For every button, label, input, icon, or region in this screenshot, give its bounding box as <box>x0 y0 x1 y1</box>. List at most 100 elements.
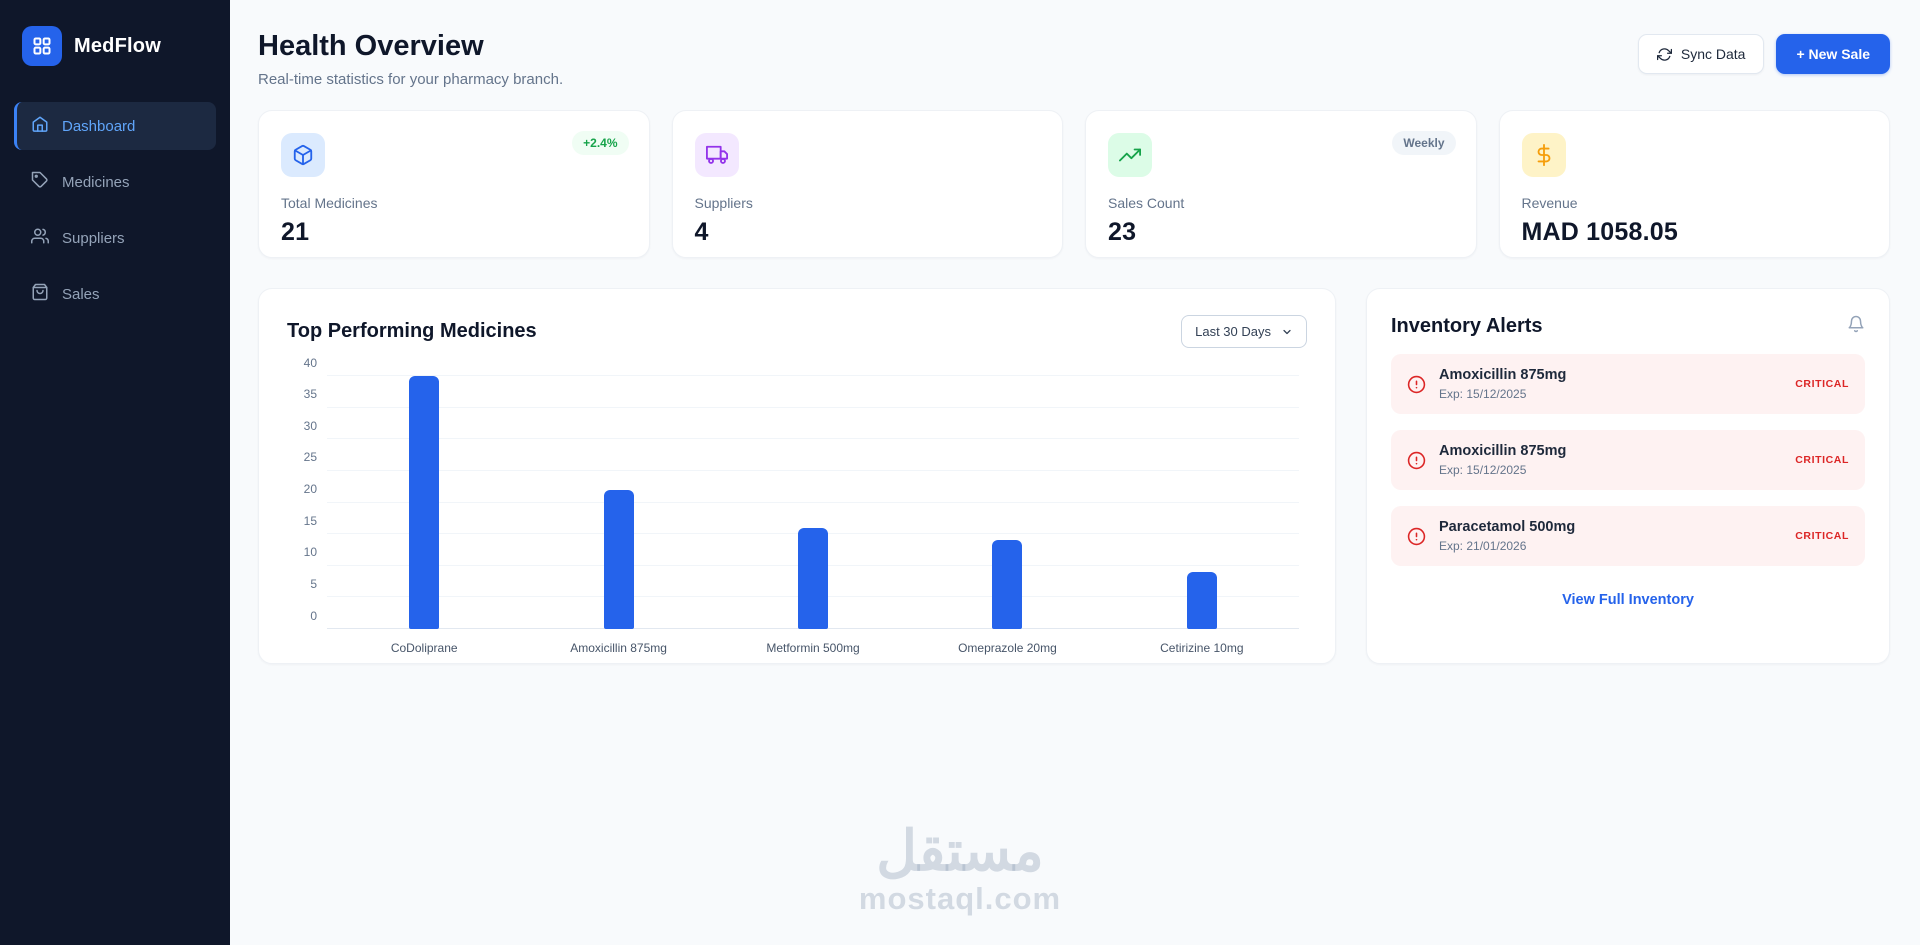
y-axis-tick: 5 <box>310 576 317 591</box>
gridline <box>327 501 1299 503</box>
stat-label: Total Medicines <box>281 195 378 211</box>
sidebar-item-label: Medicines <box>62 173 130 191</box>
stat-badge: Weekly <box>1392 131 1456 155</box>
chart-bar <box>798 527 829 629</box>
alert-circle-icon <box>1407 375 1426 394</box>
stat-label: Revenue <box>1521 195 1578 211</box>
chart-title: Top Performing Medicines <box>287 320 537 342</box>
top-medicines-chart-panel: Top Performing Medicines Last 30 Days 0 5… <box>258 288 1336 664</box>
alert-expiry: Exp: 15/12/2025 <box>1439 463 1527 477</box>
status-badge: CRITICAL <box>1795 378 1849 390</box>
alert-expiry: Exp: 15/12/2025 <box>1439 387 1527 401</box>
main-content: Health Overview Real-time statistics for… <box>230 0 1920 945</box>
gridline <box>327 469 1299 471</box>
alert-medicine-name: Amoxicillin 875mg <box>1439 443 1567 459</box>
sidebar-item-label: Dashboard <box>62 117 136 135</box>
x-axis-label: CoDoliprane <box>390 641 458 655</box>
alert-medicine-name: Amoxicillin 875mg <box>1439 367 1567 383</box>
chart-bar <box>1186 572 1217 629</box>
stat-label: Suppliers <box>694 195 753 211</box>
sidebar-item-sales[interactable]: Sales <box>14 270 216 318</box>
status-badge: CRITICAL <box>1795 454 1849 466</box>
y-axis-tick: 10 <box>303 545 317 560</box>
users-icon <box>31 227 49 249</box>
y-axis-tick: 15 <box>303 513 317 528</box>
chart-bar <box>992 540 1023 629</box>
stat-value: 21 <box>281 218 310 246</box>
chevron-down-icon <box>1281 326 1293 338</box>
refresh-icon <box>1656 47 1672 62</box>
sidebar-item-dashboard[interactable]: Dashboard <box>14 102 216 150</box>
stat-card-revenue: Revenue MAD 1058.05 <box>1498 110 1890 258</box>
stat-card-suppliers: Suppliers 4 <box>671 110 1063 258</box>
chart-x-labels: CoDoliprane Amoxicillin 875mg Metformin 50… <box>327 641 1299 655</box>
chart-bar <box>409 376 440 629</box>
header-actions: Sync Data + New Sale <box>1637 34 1890 74</box>
watermark-latin: mostaql.com <box>858 881 1062 916</box>
gridline <box>327 375 1299 376</box>
page-subtitle: Real-time statistics for your pharmacy b… <box>258 71 564 88</box>
gridline <box>327 438 1299 440</box>
alert-row[interactable]: Amoxicillin 875mg Exp: 15/12/2025 CRITIC… <box>1391 354 1865 414</box>
alert-circle-icon <box>1407 451 1426 470</box>
chart-plot-area: 0 5 10 15 20 25 30 35 40 <box>304 356 1299 629</box>
sidebar-nav: Dashboard Medicines Suppliers <box>0 88 230 332</box>
sync-data-label: Sync Data <box>1680 46 1746 62</box>
alert-row[interactable]: Amoxicillin 875mg Exp: 15/12/2025 CRITIC… <box>1391 430 1865 490</box>
page-title: Health Overview <box>258 30 484 62</box>
y-axis-tick: 35 <box>303 387 317 402</box>
stat-card-sales-count: Weekly Sales Count 23 <box>1085 110 1477 258</box>
view-full-inventory-link[interactable]: View Full Inventory <box>1562 592 1694 608</box>
stat-badge: +2.4% <box>572 131 629 155</box>
date-range-select[interactable]: Last 30 Days <box>1181 315 1307 348</box>
sidebar-item-suppliers[interactable]: Suppliers <box>14 214 216 262</box>
y-axis-tick: 25 <box>303 450 317 465</box>
stat-value: 23 <box>1108 218 1137 246</box>
sidebar: MedFlow Dashboard Medicines <box>0 0 230 945</box>
watermark-arabic: مستقل <box>876 819 1044 883</box>
stat-label: Sales Count <box>1108 195 1185 211</box>
brand: MedFlow <box>0 0 230 88</box>
chart-bar <box>603 489 634 629</box>
y-axis-tick: 0 <box>310 608 317 623</box>
stat-card-total-medicines: +2.4% Total Medicines 21 <box>258 110 650 258</box>
inventory-alerts-panel: Inventory Alerts Amoxicillin 875mg Exp: … <box>1366 288 1890 664</box>
alert-expiry: Exp: 21/01/2026 <box>1439 539 1527 553</box>
bar-chart: 0 5 10 15 20 25 30 35 40 CoDoliprane Amoxicillin … <box>287 356 1307 655</box>
stats-grid: +2.4% Total Medicines 21 Suppliers 4 Wee… <box>258 110 1890 258</box>
new-sale-button[interactable]: + New Sale <box>1776 34 1890 74</box>
sidebar-item-label: Suppliers <box>62 229 125 247</box>
home-icon <box>31 115 49 137</box>
y-axis-tick: 30 <box>303 418 317 433</box>
y-axis-tick: 20 <box>303 482 317 496</box>
brand-name: MedFlow <box>74 34 161 57</box>
trending-up-icon <box>1108 133 1152 177</box>
x-axis-label: Cetirizine 10mg <box>1160 641 1244 655</box>
stat-value: 4 <box>694 218 709 246</box>
alert-circle-icon <box>1407 527 1426 546</box>
alert-row[interactable]: Paracetamol 500mg Exp: 21/01/2026 CRITIC… <box>1391 506 1865 566</box>
y-axis-tick: 40 <box>303 355 317 370</box>
chart-bars <box>327 376 1299 629</box>
x-axis-label: Metformin 500mg <box>766 641 860 655</box>
sync-data-button[interactable]: Sync Data <box>1637 34 1765 74</box>
x-axis-label: Amoxicillin 875mg <box>570 641 667 655</box>
sidebar-item-label: Sales <box>62 285 100 303</box>
watermark: مستقل mostaql.com <box>858 819 1062 917</box>
sidebar-item-medicines[interactable]: Medicines <box>14 158 216 206</box>
package-icon <box>281 133 325 177</box>
shopping-bag-icon <box>31 283 49 305</box>
medflow-logo-icon <box>22 26 62 66</box>
tag-icon <box>31 171 49 193</box>
truck-icon <box>694 133 739 177</box>
gridline <box>327 406 1299 408</box>
dollar-icon <box>1521 133 1566 177</box>
alerts-title: Inventory Alerts <box>1391 315 1543 337</box>
page-header: Health Overview Real-time statistics for… <box>258 30 1890 88</box>
content-row: Top Performing Medicines Last 30 Days 0 5… <box>258 288 1890 664</box>
bell-icon[interactable] <box>1847 315 1865 338</box>
date-range-value: Last 30 Days <box>1195 324 1271 339</box>
status-badge: CRITICAL <box>1795 530 1849 542</box>
alert-medicine-name: Paracetamol 500mg <box>1439 519 1576 535</box>
stat-value: MAD 1058.05 <box>1521 218 1678 246</box>
